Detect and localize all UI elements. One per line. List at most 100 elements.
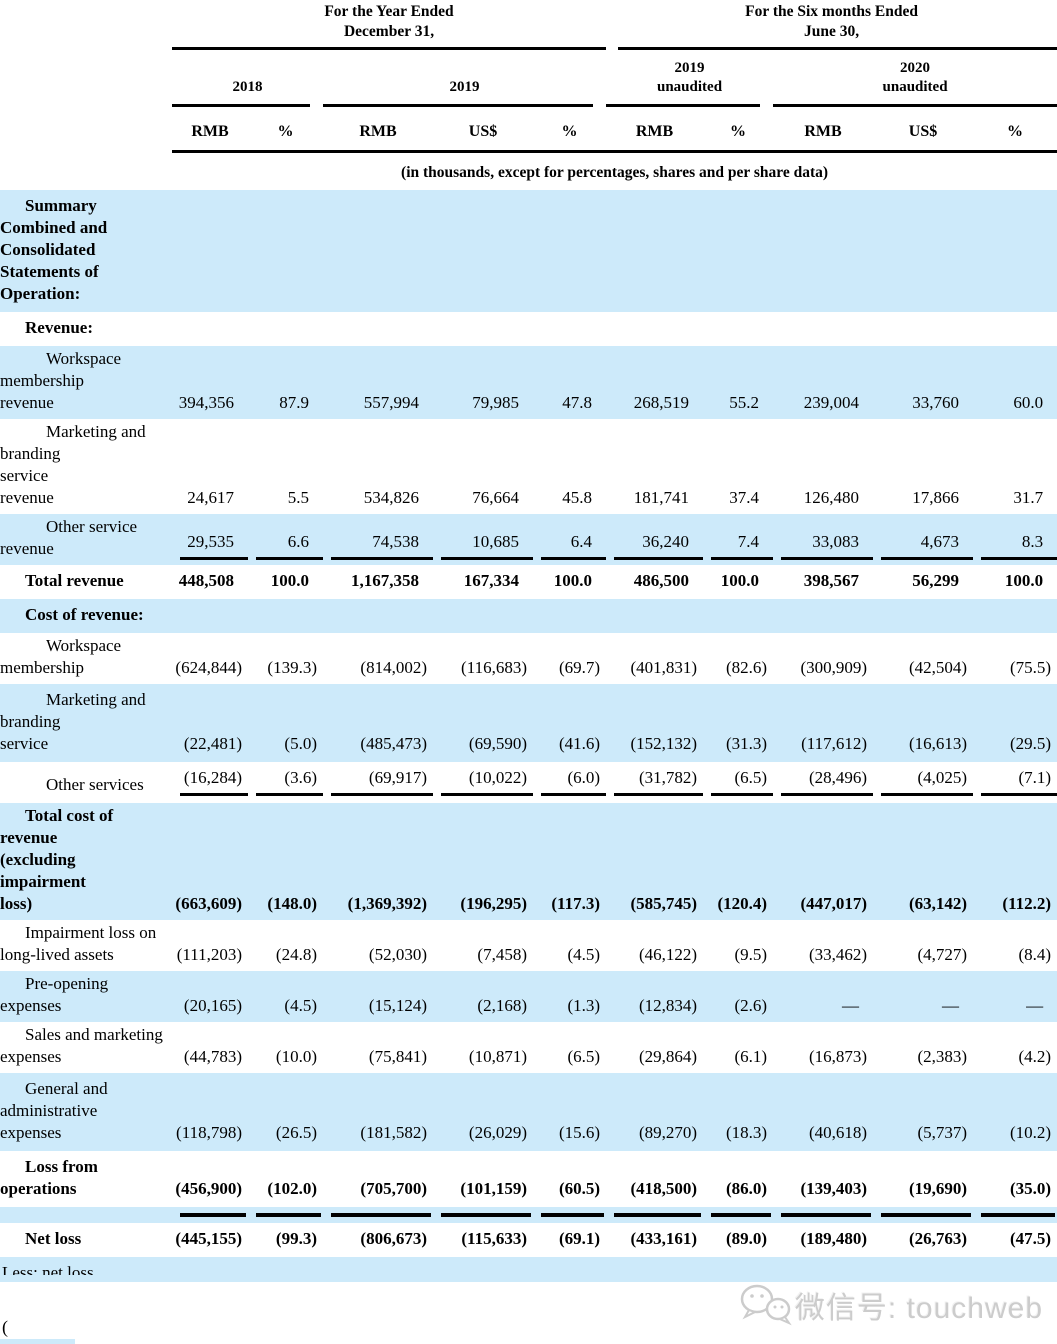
value-cell	[172, 190, 248, 312]
value-cell: (69.1)	[533, 1223, 606, 1257]
value-cell: 60.0	[973, 346, 1057, 419]
value-cell	[873, 312, 973, 346]
value-cell: (29,864)	[606, 1022, 703, 1073]
value-cell: 486,500	[606, 565, 703, 599]
value-cell: (9.5)	[703, 920, 773, 971]
total-rule	[541, 1213, 605, 1217]
row-label: Summary Combined and Consolidated Statem…	[0, 196, 108, 303]
row-label-cell: Loss from operations	[0, 1151, 172, 1207]
cell-value: (52,030)	[368, 945, 427, 964]
value-cell: 126,480	[773, 419, 873, 514]
value-cell	[323, 312, 433, 346]
row-label-cell: Workspace membership	[0, 633, 172, 684]
value-cell: (447,017)	[773, 803, 873, 920]
row-label: Revenue:	[25, 318, 93, 337]
value-cell: (418,500)	[606, 1151, 703, 1207]
cell-value: (69.1)	[558, 1229, 601, 1248]
value-cell	[323, 599, 433, 633]
value-cell: 79,985	[433, 346, 533, 419]
cell-value: 5.5	[287, 488, 309, 507]
value-cell: (31,782)	[606, 762, 704, 803]
value-cell	[606, 599, 703, 633]
col-header-usd-2019: US$	[433, 107, 533, 153]
cell-value: (89.0)	[725, 1229, 768, 1248]
value-cell: (806,673)	[323, 1223, 433, 1257]
row-label-cell: Workspace membership revenue	[0, 346, 172, 419]
value-cell: 55.2	[703, 346, 773, 419]
value-cell: 8.3	[973, 514, 1057, 565]
value-cell: 5.5	[248, 419, 323, 514]
cell-value: (112.2)	[1002, 894, 1052, 913]
general-and-administrative-expenses: General and administrative expenses (118,…	[0, 1073, 1057, 1151]
value-cell: (189,480)	[773, 1223, 873, 1257]
cell-value: (19,690)	[908, 1179, 968, 1198]
cell-value: 10,685	[472, 532, 519, 551]
row-label: Net loss	[25, 1229, 82, 1248]
value-underline: 36,240	[614, 531, 704, 560]
col-header-rmb-2019h1: RMB	[606, 107, 704, 153]
total-rule	[441, 1213, 531, 1217]
cell-value: (101,159)	[460, 1179, 527, 1198]
value-cell: (10,871)	[433, 1022, 533, 1073]
row-label: Total revenue	[25, 571, 124, 590]
marketing-branding-service-revenue: Marketing and branding service revenue 24…	[0, 419, 1057, 514]
value-cell	[703, 190, 773, 312]
value-cell: 36,240	[606, 514, 704, 565]
cell-value: 45.8	[562, 488, 593, 507]
value-underline: (31,782)	[614, 767, 704, 796]
col-header-pct-2020h1: %	[973, 107, 1057, 153]
value-cell: (6.5)	[533, 1022, 606, 1073]
value-cell: (115,633)	[433, 1223, 533, 1257]
cell-value: 60.0	[1013, 393, 1044, 412]
value-cell: 7.4	[703, 514, 774, 565]
value-cell: (1,369,392)	[323, 803, 433, 920]
cell-value: —	[842, 996, 860, 1015]
value-cell	[433, 599, 533, 633]
summary-header: Summary Combined and Consolidated Statem…	[0, 190, 1057, 312]
value-underline: (4,025)	[881, 767, 974, 796]
total-rule	[256, 1213, 321, 1217]
cell-value: 557,994	[363, 393, 419, 412]
value-cell: (26,763)	[873, 1223, 973, 1257]
value-cell: (116,683)	[433, 633, 533, 684]
value-cell: 4,673	[873, 514, 974, 565]
cell-value: (806,673)	[360, 1229, 427, 1248]
value-cell: (44,783)	[172, 1022, 248, 1073]
value-cell: (4.2)	[973, 1022, 1057, 1073]
cell-value: (456,900)	[175, 1179, 242, 1198]
value-underline: (6.0)	[541, 767, 607, 796]
row-label-cell: Cost of revenue:	[0, 599, 172, 633]
value-cell: (26.5)	[248, 1073, 323, 1151]
cell-value: (445,155)	[175, 1229, 242, 1248]
currency-header-row: RMB % RMB US$ % RMB % RMB US$ %	[0, 107, 1057, 153]
cell-value: 100.0	[553, 571, 593, 590]
total-rule	[881, 1213, 972, 1217]
period-group-row: For the Year Ended December 31, For the …	[0, 0, 1057, 50]
value-cell: (29.5)	[973, 684, 1057, 762]
value-cell	[323, 190, 433, 312]
value-cell: (19,690)	[873, 1151, 973, 1207]
cell-value: (16,613)	[908, 734, 968, 753]
value-cell: 100.0	[973, 565, 1057, 599]
value-cell: (22,481)	[172, 684, 248, 762]
cell-value: (814,002)	[360, 658, 427, 677]
cell-value: 29,535	[187, 532, 234, 551]
cell-value: (4.5)	[284, 996, 317, 1015]
cell-value: (152,132)	[630, 734, 698, 753]
cell-value: (624,844)	[175, 658, 242, 677]
cost-workspace-membership: Workspace membership (624,844) (139.3) (814…	[0, 633, 1057, 684]
cell-value: 47.8	[562, 393, 593, 412]
value-cell: (111,203)	[172, 920, 248, 971]
cell-value: —	[1026, 996, 1044, 1015]
value-cell	[703, 312, 773, 346]
value-cell: 87.9	[248, 346, 323, 419]
cell-value: (196,295)	[460, 894, 527, 913]
cell-value: 36,240	[642, 532, 690, 551]
value-cell	[172, 1207, 248, 1223]
cell-value: (29.5)	[1009, 734, 1052, 753]
wechat-watermark: 微信号: touchweb	[737, 1282, 1043, 1328]
cell-value: (663,609)	[175, 894, 242, 913]
period-2019-unaudited: 2019 unaudited	[606, 50, 773, 107]
financial-summary-table: For the Year Ended December 31, For the …	[0, 0, 1057, 1282]
value-underline: 33,083	[781, 531, 874, 560]
